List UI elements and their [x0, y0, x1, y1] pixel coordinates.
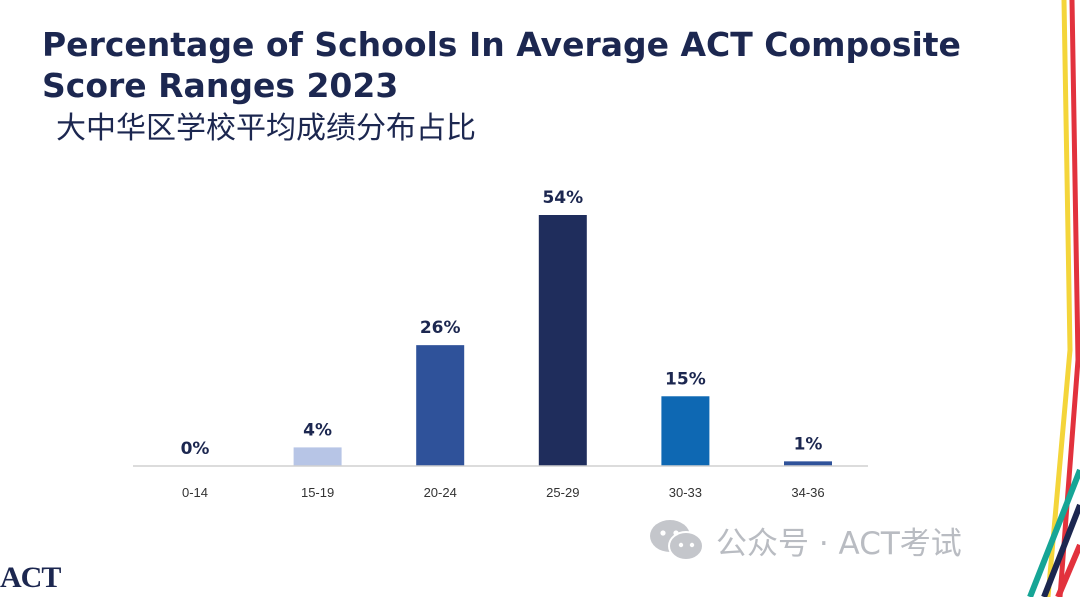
- act-logo: ACT: [0, 561, 61, 594]
- decorative-stripes: [1027, 0, 1080, 597]
- x-tick-25-29: 25-29: [546, 485, 579, 500]
- chart-title: Percentage of Schools In Average ACT Com…: [42, 24, 1002, 149]
- data-label-25-29: 54%: [542, 188, 583, 208]
- x-tick-20-24: 20-24: [424, 485, 457, 500]
- x-tick-34-36: 34-36: [791, 485, 824, 500]
- bar-15-19: [293, 447, 342, 466]
- title-line-2: Score Ranges 2023 大中华区学校平均成绩分布占比: [42, 65, 1002, 149]
- data-label-15-19: 4%: [303, 420, 332, 440]
- title-line-1: Percentage of Schools In Average ACT Com…: [42, 25, 961, 64]
- title-chinese: 大中华区学校平均成绩分布占比: [56, 111, 476, 146]
- data-label-30-33: 15%: [665, 369, 706, 389]
- x-tick-15-19: 15-19: [301, 485, 334, 500]
- wechat-icon: [650, 520, 704, 561]
- x-tick-30-33: 30-33: [669, 485, 702, 500]
- title-line-2-en: Score Ranges 2023: [42, 66, 399, 105]
- bar-20-24: [416, 345, 465, 466]
- data-label-34-36: 1%: [794, 434, 823, 454]
- x-tick-0-14: 0-14: [182, 485, 208, 500]
- watermark-text: 公众号 · ACT考试: [716, 525, 962, 562]
- data-label-0-14: 0%: [181, 439, 210, 459]
- bar-34-36: [784, 461, 832, 466]
- bar-30-33: [661, 396, 710, 466]
- data-label-20-24: 26%: [420, 318, 461, 338]
- bar-25-29: [538, 215, 587, 466]
- watermark: 公众号 · ACT考试: [648, 518, 962, 562]
